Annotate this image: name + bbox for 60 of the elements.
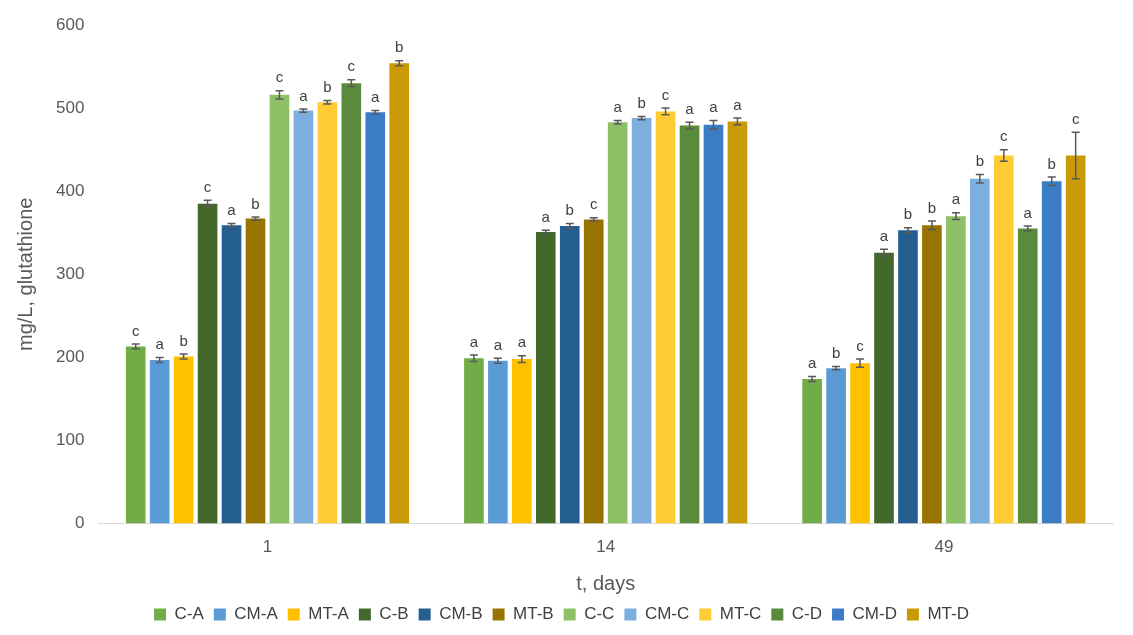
y-tick-label: 300 bbox=[55, 263, 85, 283]
data-label: b bbox=[323, 78, 332, 96]
data-label: c bbox=[1000, 127, 1009, 145]
data-label: c bbox=[1071, 109, 1080, 127]
y-tick-label: 100 bbox=[55, 430, 85, 450]
data-label: c bbox=[589, 195, 598, 213]
data-label: b bbox=[395, 38, 404, 56]
data-label: a bbox=[733, 95, 743, 113]
x-axis-title: t, days bbox=[576, 571, 636, 594]
legend-label: MT-B bbox=[513, 604, 554, 624]
legend-label: CM-A bbox=[234, 604, 279, 624]
y-axis-title: mg/L, glutathione bbox=[13, 197, 36, 352]
data-label: b bbox=[1047, 154, 1056, 172]
x-tick-label: 14 bbox=[596, 537, 616, 557]
data-label: c bbox=[661, 85, 670, 103]
data-label: a bbox=[469, 332, 479, 350]
data-label: a bbox=[879, 227, 889, 245]
data-label: b bbox=[179, 331, 188, 349]
data-label: b bbox=[251, 194, 260, 212]
legend-label: CM-C bbox=[644, 604, 690, 624]
y-tick-label: 500 bbox=[55, 97, 85, 117]
x-tick-label: 1 bbox=[262, 537, 273, 557]
y-tick-label: 0 bbox=[74, 513, 85, 533]
data-label: a bbox=[227, 201, 237, 219]
legend-label: CM-D bbox=[852, 604, 897, 624]
legend-label: C-B bbox=[379, 604, 409, 624]
legend-label: MT-D bbox=[927, 604, 969, 624]
legend-label: MT-C bbox=[719, 604, 762, 624]
data-label: b bbox=[903, 205, 913, 223]
data-label: c bbox=[275, 68, 284, 86]
data-label: a bbox=[299, 86, 309, 104]
data-label: c bbox=[856, 336, 865, 354]
data-label: b bbox=[565, 201, 574, 219]
legend-label: C-C bbox=[584, 604, 615, 624]
legend-label: CM-B bbox=[439, 604, 483, 624]
y-tick-label: 200 bbox=[55, 347, 85, 367]
legend-label: C-A bbox=[174, 604, 205, 624]
data-label: a bbox=[371, 88, 381, 106]
y-tick-label: 400 bbox=[55, 180, 85, 200]
data-label: b bbox=[975, 152, 984, 170]
data-label: a bbox=[951, 190, 961, 208]
data-label: a bbox=[493, 335, 503, 353]
data-label: a bbox=[709, 98, 719, 116]
y-tick-label: 600 bbox=[55, 14, 85, 34]
data-label: a bbox=[685, 99, 695, 117]
data-label: a bbox=[541, 207, 551, 225]
data-label: b bbox=[831, 344, 841, 362]
data-label: a bbox=[613, 98, 623, 116]
data-label: a bbox=[1023, 203, 1033, 221]
data-label: a bbox=[155, 335, 165, 353]
legend-label: MT-A bbox=[308, 604, 350, 624]
legend-label: C-D bbox=[791, 604, 823, 624]
data-label: a bbox=[517, 333, 527, 351]
data-label: b bbox=[637, 94, 646, 112]
data-label: c bbox=[203, 177, 212, 195]
data-label: b bbox=[927, 198, 937, 216]
data-label: a bbox=[807, 354, 817, 372]
data-label: c bbox=[131, 321, 140, 339]
data-label: c bbox=[347, 57, 356, 75]
x-tick-label: 49 bbox=[934, 537, 954, 557]
